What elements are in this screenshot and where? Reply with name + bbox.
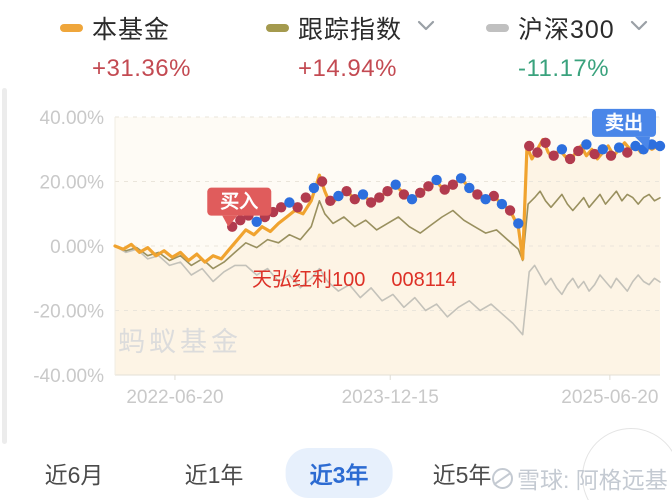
buy-marker-dot [325,195,336,206]
fund-area-fill [115,139,660,375]
x-axis-label: 2025-06-20 [561,387,658,408]
sell-marker-dot [455,173,467,184]
buy-flag-label: 买入 [220,191,258,213]
sell-marker-dot [431,174,442,186]
sell-marker-dot [406,194,418,205]
legend-label-tracking-index: 跟踪指数 [298,16,403,44]
tracking-index-line [114,190,661,270]
sell-marker-dot [357,189,369,200]
fund-code: 008114 [391,269,457,291]
buy-marker-dot [447,179,459,190]
sell-marker-dot [284,197,295,208]
sell-marker-dot [513,218,524,229]
sell-flag-pointer [635,136,651,150]
buy-marker-dot [564,153,576,165]
buy-flag-bg [207,187,272,216]
chevron-down-icon[interactable] [417,19,435,37]
buy-marker-dot [341,186,352,197]
buy-marker-dot [276,202,287,213]
tab-3-years[interactable]: 近3年 [285,448,393,498]
buy-marker-dot [300,192,311,203]
buy-marker-dot [548,150,559,161]
fund-return-value: +31.36% [92,55,191,82]
time-range-tabs: 近6月 近1年 近3年 近5年 [0,448,672,498]
legend-label-csi300: 沪深300 [518,16,615,44]
sell-marker-dot [630,140,641,152]
buy-marker-dot [292,202,303,213]
buy-marker-dot [524,140,535,152]
sell-marker-dot [654,140,666,152]
x-axis-label: 2022-06-20 [126,387,223,408]
sell-marker-dot [308,182,320,194]
csi300-swatch [486,24,509,32]
y-axis-label: 40.00% [40,108,105,129]
buy-marker-dot [573,145,584,157]
csi300-line [114,245,661,336]
buy-flag-pointer [222,215,238,227]
y-axis-label: -40.00% [33,366,104,387]
xueqiu-watermark-text: 雪球: 阿格远基 [517,467,668,493]
fund-annotation: 天弘红利100 008114 [252,263,457,292]
csi300-return-value: -11.17% [518,55,610,82]
fund-name: 天弘红利100 [252,269,366,291]
xueqiu-logo-icon [492,467,513,489]
buy-marker-dot [589,148,600,160]
buy-markers [227,137,633,232]
buy-marker-dot [398,189,410,200]
legend-item-tracking-index[interactable]: 跟踪指数 +14.94% [266,10,435,83]
screen-edge-strip [2,88,7,444]
buy-marker-dot [382,186,393,197]
y-axis-label: 0.00% [50,237,104,258]
buy-marker-dot [488,190,499,202]
sell-marker-dot [556,144,568,155]
xueqiu-watermark: 雪球: 阿格远基 [492,461,668,495]
buy-marker-dot [374,192,385,203]
sell-flag-bg [592,108,657,137]
legend-item-csi300[interactable]: 沪深300 -11.17% [486,10,648,83]
sell-flag-label: 卖出 [605,111,643,134]
buy-marker-dot [472,189,483,200]
y-axis-label: 20.00% [40,173,105,194]
sell-marker-dot [480,194,491,205]
buy-marker-dot [439,184,450,195]
sell-marker-dot [251,216,262,227]
buy-marker-dot [415,187,426,198]
buy-marker-dot [540,137,551,148]
sell-marker-dot [581,139,592,150]
x-axis-label: 2023-12-15 [342,387,439,408]
buy-marker-dot [532,147,543,158]
sell-marker-dot [613,142,625,153]
buy-marker-dot [316,176,328,187]
tracking-index-swatch [266,24,289,32]
sell-marker-dot [597,144,608,155]
antfund-watermark: 蚂蚁基金 [118,327,242,357]
buy-flag: 买入 [207,187,272,227]
buy-marker-dot [235,215,246,226]
buy-marker-dot [504,205,516,216]
tab-6-months[interactable]: 近6月 [44,462,104,488]
y-axis-label: -20.00% [33,302,104,323]
legend-item-fund: 本基金 +31.36% [60,10,191,83]
sell-marker-dot [333,190,344,202]
tracking-index-return-value: +14.94% [298,55,397,82]
tab-1-year[interactable]: 近1年 [184,462,244,488]
sell-marker-dot [390,179,401,190]
chevron-down-icon[interactable] [630,19,648,37]
fund-line-swatch [60,24,83,32]
watermark-circle [582,428,672,500]
tab-5-years[interactable]: 近5年 [432,462,492,488]
buy-marker-dot [423,181,434,192]
legend-label-fund: 本基金 [92,16,171,44]
buy-marker-dot [349,194,360,205]
sell-markers [251,139,666,229]
sell-flag: 卖出 [592,108,657,150]
sell-marker-dot [496,198,508,210]
sell-marker-dot [464,182,475,194]
buy-marker-dot [605,150,617,161]
buy-marker-dot [365,197,377,208]
buy-marker-dot [622,147,633,158]
